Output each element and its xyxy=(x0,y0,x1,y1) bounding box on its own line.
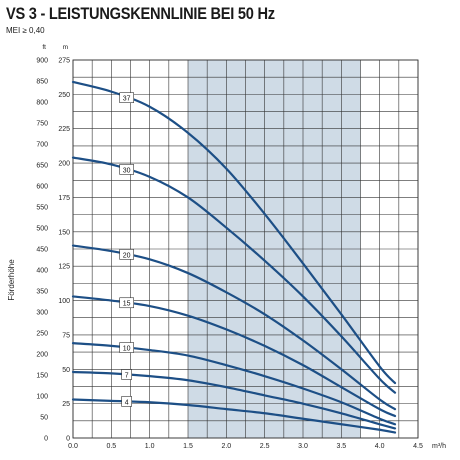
y-tick-label-ft: 300 xyxy=(36,310,48,317)
y-tick-label-ft: 900 xyxy=(36,58,48,65)
y-tick-label-m: 150 xyxy=(58,229,70,236)
x-tick-label: 2.5 xyxy=(260,443,270,450)
grid xyxy=(72,59,419,439)
y-tick-label-ft: 500 xyxy=(36,226,48,233)
y-tick-label-ft: 850 xyxy=(36,79,48,86)
y-tick-label-m: 250 xyxy=(58,92,70,99)
y-tick-label-ft: 800 xyxy=(36,100,48,107)
series-label-box-7 xyxy=(121,369,132,380)
y-tick-label-m: 175 xyxy=(58,195,70,202)
plot-frame xyxy=(72,59,419,439)
y-tick-label-ft: 550 xyxy=(36,205,48,212)
series-label-box-4 xyxy=(121,396,132,407)
y-axis-unit-ft: ft xyxy=(42,44,46,51)
y-tick-label-m: 200 xyxy=(58,161,70,168)
series-label-box-37 xyxy=(119,92,134,103)
y-tick-label-m: 75 xyxy=(62,332,70,339)
chart-subtitle: MEI ≥ 0,40 xyxy=(6,26,45,35)
series-label-15: 15 xyxy=(123,301,131,308)
x-tick-label: 0.0 xyxy=(68,443,78,450)
y-tick-label-m: 0 xyxy=(66,436,70,443)
series-label-box-30 xyxy=(119,164,134,175)
series-label-box-20 xyxy=(119,249,134,260)
series-label-20: 20 xyxy=(123,252,131,259)
x-tick-label: 1.0 xyxy=(145,443,155,450)
y-tick-label-m: 125 xyxy=(58,264,70,271)
y-tick-label-m: 50 xyxy=(62,367,70,374)
y-tick-label-ft: 650 xyxy=(36,163,48,170)
y-tick-label-ft: 250 xyxy=(36,331,48,338)
x-tick-label: 2.0 xyxy=(221,443,231,450)
y-axis-unit-m: m xyxy=(63,44,68,51)
series-labels: 37 30 20 15 10 7 4 xyxy=(119,92,134,407)
y-tick-label-m: 275 xyxy=(58,58,70,65)
x-tick-label: 4.0 xyxy=(375,443,385,450)
y-tick-label-m: 225 xyxy=(58,126,70,133)
x-tick-label: 4.5 xyxy=(413,443,423,450)
series-label-7: 7 xyxy=(125,372,129,379)
chart-title: VS 3 - LEISTUNGSKENNLINIE BEI 50 Hz xyxy=(6,4,275,23)
y-tick-label-ft: 750 xyxy=(36,121,48,128)
y-tick-label-ft: 600 xyxy=(36,184,48,191)
y-axis-title: Förderhöhe xyxy=(7,259,16,301)
y-tick-label-ft: 700 xyxy=(36,142,48,149)
x-tick-label: 3.5 xyxy=(336,443,346,450)
x-tick-label: 1.5 xyxy=(183,443,193,450)
series-label-box-10 xyxy=(119,342,134,353)
series-label-30: 30 xyxy=(123,167,131,174)
y-tick-label-ft: 50 xyxy=(40,415,48,422)
x-axis-unit: m³/h xyxy=(432,443,446,450)
series-label-10: 10 xyxy=(123,346,131,353)
series-label-4: 4 xyxy=(125,399,129,406)
y-tick-label-ft: 400 xyxy=(36,268,48,275)
x-tick-label: 3.0 xyxy=(298,443,308,450)
y-tick-label-ft: 200 xyxy=(36,352,48,359)
x-tick-label: 0.5 xyxy=(106,443,116,450)
axes: 0.0 0.5 1.0 1.5 2.0 2.5 3.0 3.5 4.0 4.5 m³/h 0 25 50 7… xyxy=(7,44,446,450)
y-tick-label-ft: 350 xyxy=(36,289,48,296)
y-tick-label-m: 100 xyxy=(58,298,70,305)
y-tick-label-ft: 450 xyxy=(36,247,48,254)
y-tick-label-ft: 150 xyxy=(36,373,48,380)
series-label-37: 37 xyxy=(123,96,131,103)
y-tick-label-ft: 0 xyxy=(44,436,48,443)
series-label-box-15 xyxy=(119,297,134,309)
y-tick-label-m: 25 xyxy=(62,401,70,408)
y-tick-label-ft: 100 xyxy=(36,394,48,401)
